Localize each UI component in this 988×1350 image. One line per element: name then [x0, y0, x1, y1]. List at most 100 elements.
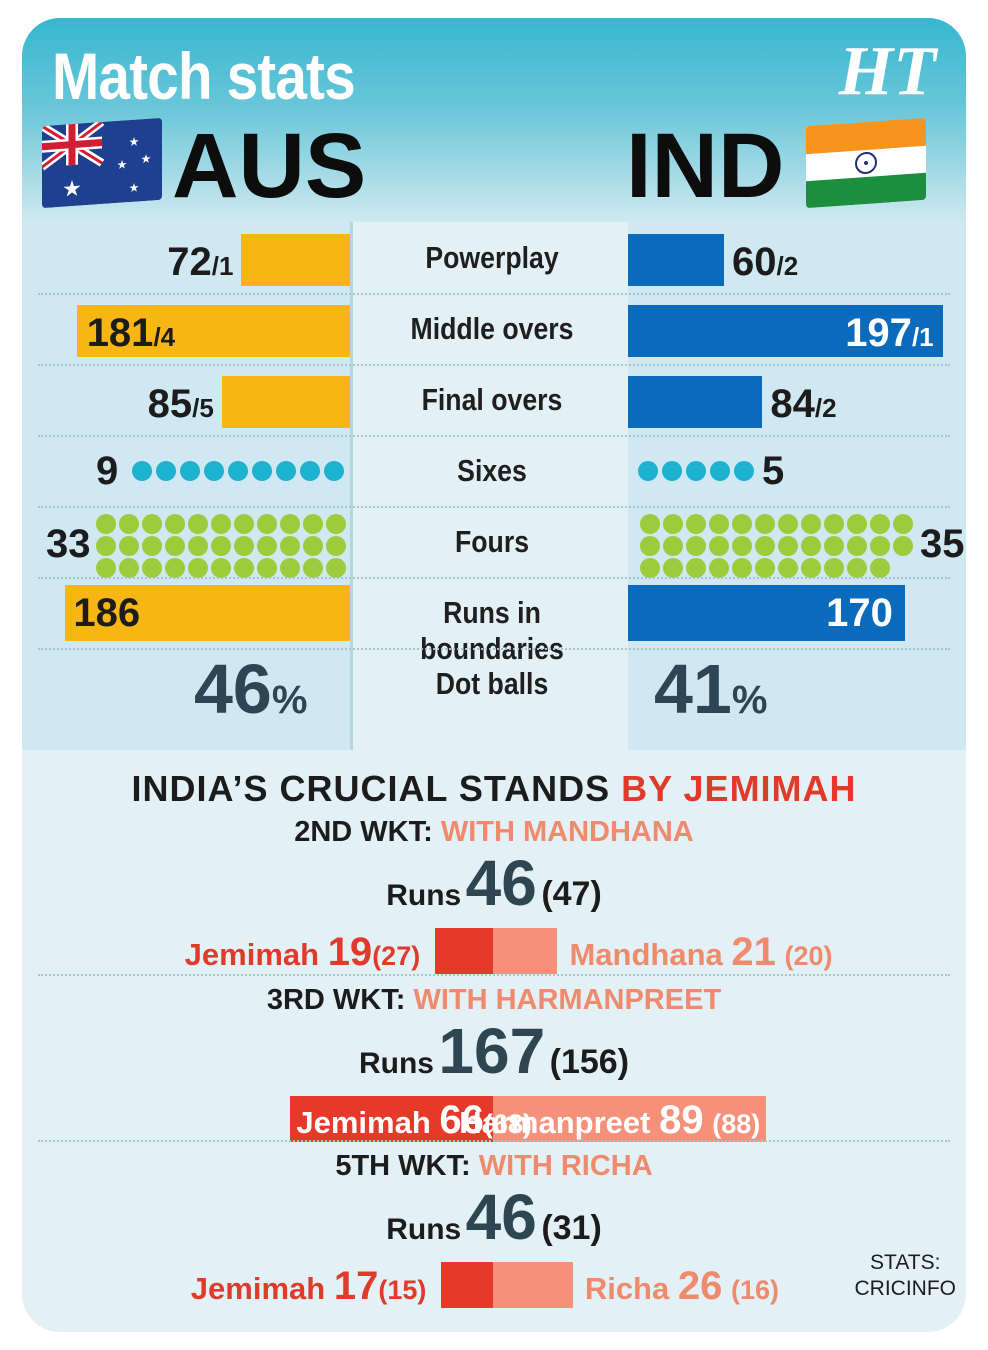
four-dot — [188, 558, 208, 578]
runs-total: 167 — [438, 1015, 546, 1087]
row-divider — [38, 293, 950, 295]
team-aus-name: AUS — [172, 115, 367, 217]
svg-text:★: ★ — [129, 134, 140, 149]
pct-unit: % — [271, 678, 308, 722]
wicket-heading: 3RD WKT: WITH HARMANPREET — [22, 984, 966, 1017]
value-wickets: /2 — [776, 251, 799, 281]
runs-total: 46 — [465, 1181, 537, 1253]
six-dot — [734, 460, 754, 481]
row-label: Final overs — [421, 382, 563, 417]
row-label: Sixes — [457, 453, 527, 488]
four-dot — [257, 536, 277, 556]
four-dot — [326, 536, 346, 556]
partner-label: WITH RICHA — [478, 1150, 653, 1182]
four-dot — [640, 536, 660, 556]
partner-bar — [493, 1096, 767, 1142]
four-dot — [142, 536, 162, 556]
player-balls: (20) — [784, 941, 833, 971]
four-dot — [732, 536, 752, 556]
four-dot — [778, 514, 798, 534]
four-dot — [326, 514, 346, 534]
four-dot — [326, 558, 346, 578]
four-dot — [211, 536, 231, 556]
four-dot — [686, 558, 706, 578]
four-dot — [663, 514, 683, 534]
ht-logo: HT — [838, 33, 936, 110]
stands-title-main: INDIA’S CRUCIAL STANDS — [131, 768, 611, 809]
aus-value: 85/5 — [148, 384, 214, 424]
four-dot — [709, 514, 729, 534]
six-dot — [638, 460, 658, 481]
value-runs: 72 — [167, 240, 212, 284]
australia-flag-icon: ★ ★ ★ ★ ★ — [42, 117, 162, 209]
ind-value: 60/2 — [732, 242, 798, 282]
jemimah-bar — [290, 1096, 493, 1142]
four-dot — [709, 558, 729, 578]
aus-fours-value: 33 — [46, 521, 91, 566]
runs-total: 46 — [465, 847, 537, 919]
ind-bar — [628, 234, 724, 286]
row-label: Middle overs — [410, 311, 574, 346]
four-dot — [870, 558, 890, 578]
header: Match stats HT ★ ★ ★ ★ ★ AUS IND — [22, 18, 966, 222]
four-dot — [686, 536, 706, 556]
runs-label: Runs — [386, 1213, 462, 1246]
pct-number: 41 — [654, 650, 732, 728]
aus-bar — [241, 234, 350, 286]
four-dot — [188, 514, 208, 534]
ind-bar — [628, 305, 944, 357]
four-dot — [119, 558, 139, 578]
partner-label: WITH MANDHANA — [440, 816, 694, 848]
aus-bar — [76, 305, 350, 357]
player-name: Mandhana — [569, 937, 723, 972]
stands-title: INDIA’S CRUCIAL STANDS BY JEMIMAH — [22, 768, 966, 810]
player-name: Jemimah — [296, 1105, 431, 1140]
four-dot — [755, 558, 775, 578]
four-dot — [96, 536, 116, 556]
aus-dot-ball-pct: 46% — [194, 654, 307, 724]
partnership-runs: Runs 46 (31) — [22, 1180, 966, 1254]
four-dot — [303, 536, 323, 556]
value-wickets: /4 — [153, 322, 176, 352]
infographic-card: Match stats HT ★ ★ ★ ★ ★ AUS IND — [22, 18, 966, 1332]
pct-number: 46 — [194, 650, 272, 728]
player-runs: 89 — [659, 1098, 704, 1142]
four-dot — [778, 536, 798, 556]
six-dot — [132, 460, 152, 481]
team-ind-name: IND — [626, 115, 785, 217]
four-dot — [165, 558, 185, 578]
value-wickets: /5 — [192, 393, 214, 423]
row-divider — [38, 435, 950, 437]
four-dot — [847, 558, 867, 578]
aus-boundary-value: 186 — [73, 591, 141, 635]
six-dot — [324, 460, 344, 481]
aus-boundary-bar — [65, 585, 350, 641]
six-dot — [228, 460, 248, 481]
aus-bar — [221, 376, 350, 428]
section-divider — [38, 1140, 950, 1142]
partner-name-label: Mandhana 21 (20) — [569, 932, 832, 972]
six-dot — [276, 460, 296, 481]
player-balls: (68) — [483, 1109, 532, 1139]
row-divider — [38, 364, 950, 366]
four-dot — [824, 536, 844, 556]
ind-bar — [628, 376, 763, 428]
four-dot — [211, 514, 231, 534]
row-divider — [38, 577, 950, 579]
row-divider — [38, 506, 950, 508]
partner-bar — [493, 928, 558, 974]
svg-text:★: ★ — [117, 157, 128, 172]
partner-name-label: Richa 26 (16) — [585, 1266, 779, 1306]
wicket-label: 2ND WKT: — [294, 816, 433, 848]
four-dot — [257, 514, 277, 534]
player-runs: 66 — [439, 1098, 484, 1142]
partner-name-label: Harmanpreet 89 (88) — [459, 1100, 760, 1140]
four-dot — [663, 558, 683, 578]
aus-value: 72/1 — [167, 242, 233, 282]
jemimah-label: Jemimah 17(15) — [191, 1266, 427, 1306]
player-balls: (16) — [730, 1275, 779, 1305]
four-dot — [234, 514, 254, 534]
row-divider — [38, 648, 950, 650]
player-runs: 19 — [327, 930, 373, 974]
jemimah-label: Jemimah 19(27) — [185, 932, 421, 972]
